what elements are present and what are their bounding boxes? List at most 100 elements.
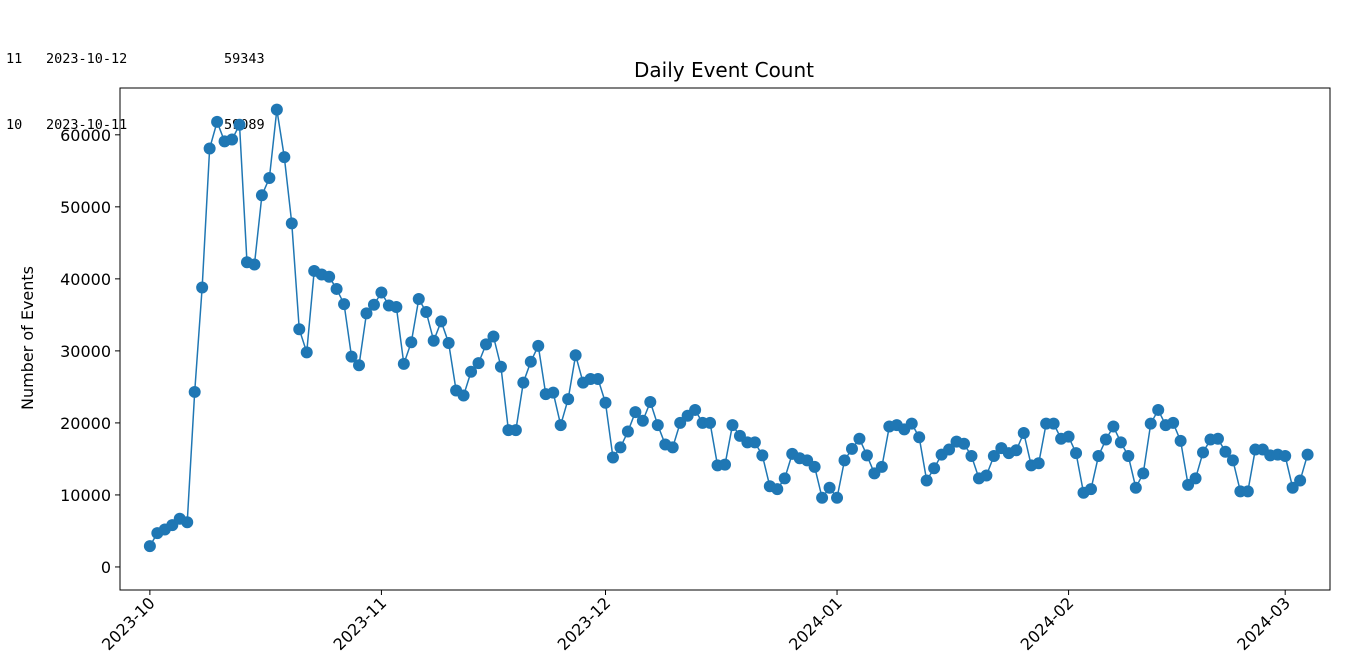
data-point: [1122, 450, 1135, 463]
data-point: [465, 365, 478, 378]
x-tick-label: 2024-02: [1017, 593, 1078, 654]
data-point: [562, 393, 575, 406]
data-point: [666, 441, 679, 454]
data-point: [330, 282, 343, 295]
data-point: [621, 425, 634, 438]
data-point: [980, 469, 993, 482]
data-point: [367, 298, 380, 311]
data-point: [569, 349, 582, 362]
data-point: [509, 424, 522, 437]
data-point: [823, 481, 836, 494]
data-point: [1062, 430, 1075, 443]
data-point: [270, 103, 283, 116]
data-point: [674, 416, 687, 429]
data-point: [248, 258, 261, 271]
data-point: [1070, 447, 1083, 460]
data-point: [1107, 420, 1120, 433]
data-point: [323, 270, 336, 283]
data-point: [1047, 417, 1060, 430]
row-index: 10: [6, 117, 23, 133]
data-point: [1279, 450, 1292, 463]
y-tick-label: 50000: [60, 198, 111, 217]
data-point: [1294, 474, 1307, 487]
data-point: [592, 372, 605, 385]
x-tick-label: 2023-11: [330, 593, 391, 654]
data-point: [1167, 416, 1180, 429]
x-tick-label: 2024-03: [1233, 593, 1294, 654]
data-point: [226, 133, 239, 146]
data-point: [255, 189, 268, 202]
data-point: [1032, 457, 1045, 470]
axes: 0 10000 20000 30000 40000 50000 60000 2023-10 20…: [60, 87, 1331, 654]
x-tick-label: 2024-01: [785, 593, 846, 654]
data-point: [196, 281, 209, 294]
data-point: [958, 437, 971, 450]
data-point: [771, 483, 784, 496]
data-point: [1129, 481, 1142, 494]
data-point: [845, 442, 858, 455]
data-point: [905, 417, 918, 430]
data-point: [353, 359, 366, 372]
data-point: [300, 346, 313, 359]
data-point: [211, 115, 224, 128]
data-point: [1152, 403, 1165, 416]
data-point: [965, 450, 978, 463]
data-point: [853, 432, 866, 445]
data-point: [472, 357, 485, 370]
data-point: [689, 403, 702, 416]
data-point: [1189, 472, 1202, 485]
data-point: [913, 431, 926, 444]
y-axis-label: Number of Events: [18, 266, 37, 410]
data-point: [1226, 454, 1239, 467]
data-point: [420, 305, 433, 318]
data-point: [614, 441, 627, 454]
data-point: [606, 451, 619, 464]
x-tick-label: 2023-12: [554, 593, 615, 654]
data-point: [831, 491, 844, 504]
data-point: [181, 516, 194, 529]
data-point: [524, 355, 537, 368]
data-point: [928, 462, 941, 475]
data-point: [547, 386, 560, 399]
data-point: [345, 350, 358, 363]
data-point: [838, 454, 851, 467]
data-point: [726, 419, 739, 432]
data-point: [808, 460, 821, 473]
data-point: [203, 142, 216, 155]
data-point: [1092, 450, 1105, 463]
y-tick-label: 30000: [60, 342, 111, 361]
data-point: [293, 323, 306, 336]
data-point: [1099, 433, 1112, 446]
data-point: [1084, 483, 1097, 496]
data-point: [487, 330, 500, 343]
data-point: [1211, 432, 1224, 445]
data-point: [457, 389, 470, 402]
y-tick-label: 60000: [60, 126, 111, 145]
data-point: [479, 338, 492, 351]
data-point: [629, 406, 642, 419]
data-point: [188, 385, 201, 398]
data-point: [278, 151, 291, 164]
row-index: 11: [6, 51, 23, 67]
data-point: [397, 357, 410, 370]
data-point: [1017, 426, 1030, 439]
data-point: [704, 416, 717, 429]
data-point: [143, 540, 156, 553]
data-point: [1174, 434, 1187, 447]
series-event-count: [143, 103, 1314, 553]
data-point: [405, 336, 418, 349]
y-tick-label: 40000: [60, 270, 111, 289]
data-point: [644, 396, 657, 409]
data-point: [360, 307, 373, 320]
data-point: [375, 286, 388, 299]
data-point: [338, 298, 351, 311]
y-tick-label: 0: [101, 558, 111, 577]
data-point: [816, 491, 829, 504]
y-tick-label: 20000: [60, 414, 111, 433]
data-point: [875, 460, 888, 473]
row-date: 2023-10-12: [46, 51, 128, 67]
data-point: [494, 360, 507, 373]
data-point: [1144, 417, 1157, 430]
data-point: [943, 443, 956, 456]
